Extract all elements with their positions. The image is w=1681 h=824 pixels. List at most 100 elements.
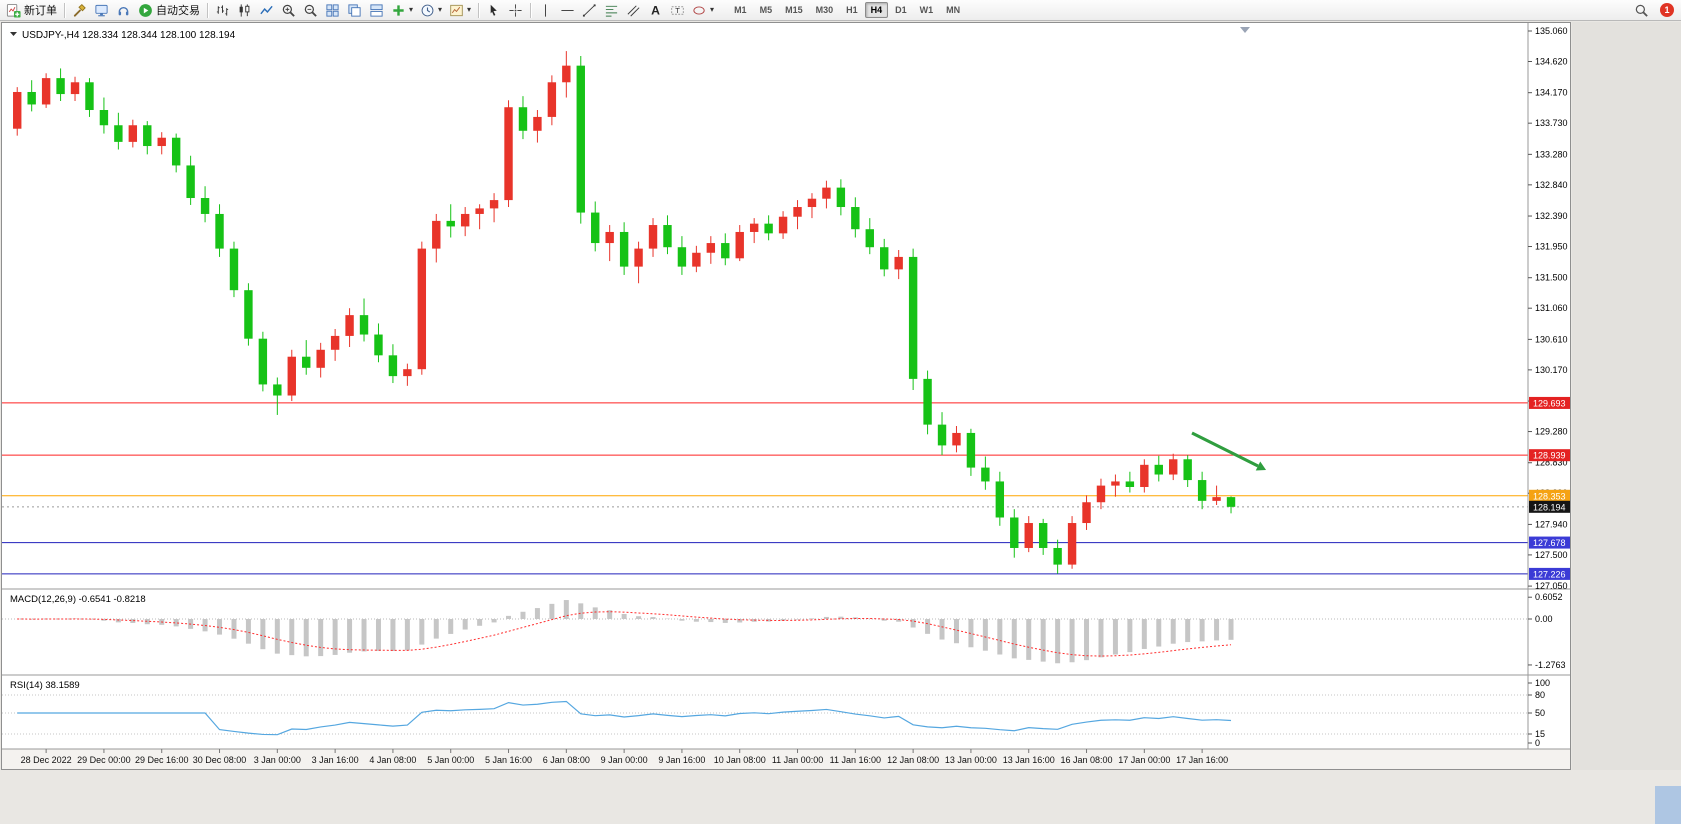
zoom-in-icon	[282, 4, 295, 17]
timeframe-m30-button[interactable]: M30	[810, 2, 840, 18]
shapes-icon	[693, 5, 705, 15]
main-toolbar: 新订单 自动交易 ▾ ▾ ▾ A T ▾ M1 M5 M15 M30 H1 H4 D1 W1 M…	[0, 0, 1681, 21]
fibonacci-icon	[605, 5, 618, 17]
price-badge: 127.678	[1529, 536, 1570, 549]
price-badge: 128.353	[1529, 489, 1570, 502]
svg-text:134.620: 134.620	[1535, 56, 1568, 66]
svg-text:129.693: 129.693	[1533, 398, 1566, 408]
chart-shift-marker[interactable]	[1240, 27, 1250, 33]
svg-text:80: 80	[1535, 690, 1545, 700]
svg-text:131.500: 131.500	[1535, 273, 1568, 283]
chart-canvas[interactable]: 135.060 134.620 134.170 133.730 133.280 132.8…	[2, 23, 1570, 769]
timeframe-d1-button[interactable]: D1	[889, 2, 913, 18]
chevron-down-icon: ▾	[438, 5, 443, 14]
expert-advisors-button[interactable]	[91, 1, 112, 20]
svg-text:13 Jan 16:00: 13 Jan 16:00	[1003, 755, 1055, 765]
tools-button[interactable]	[69, 1, 90, 20]
horizontal-line-icon	[561, 9, 574, 11]
svg-text:3 Jan 00:00: 3 Jan 00:00	[254, 755, 301, 765]
svg-text:128.939: 128.939	[1533, 451, 1566, 461]
new-order-label: 新订单	[24, 5, 57, 17]
timeframe-w1-button[interactable]: W1	[914, 2, 940, 18]
svg-text:13 Jan 00:00: 13 Jan 00:00	[945, 755, 997, 765]
svg-text:30 Dec 08:00: 30 Dec 08:00	[193, 755, 247, 765]
text-label-icon: T	[671, 6, 684, 15]
svg-text:10 Jan 08:00: 10 Jan 08:00	[714, 755, 766, 765]
timeframe-mn-button[interactable]: MN	[940, 2, 966, 18]
search-icon	[1635, 4, 1648, 17]
svg-text:-1.2763: -1.2763	[1535, 660, 1566, 670]
chart-plot-area[interactable]	[2, 23, 1528, 589]
window-bottom-strip	[0, 770, 1681, 824]
cascade-windows-icon	[348, 3, 361, 17]
svg-text:133.280: 133.280	[1535, 149, 1568, 159]
trendline-button[interactable]	[579, 1, 600, 20]
svg-text:28 Dec 2022: 28 Dec 2022	[21, 755, 72, 765]
cascade-windows-button[interactable]	[344, 1, 365, 20]
timeframe-h4-button[interactable]: H4	[864, 2, 889, 18]
svg-text:9 Jan 00:00: 9 Jan 00:00	[601, 755, 648, 765]
crosshair-button[interactable]	[505, 1, 526, 20]
auto-trading-button[interactable]: 自动交易	[135, 1, 203, 20]
add-chart-button[interactable]: ▾	[388, 1, 416, 20]
zoom-out-button[interactable]	[300, 1, 321, 20]
channel-button[interactable]	[623, 1, 644, 20]
svg-text:130.170: 130.170	[1535, 365, 1568, 375]
svg-text:134.170: 134.170	[1535, 88, 1568, 98]
chart-dropdown-marker[interactable]	[10, 32, 17, 36]
svg-text:0.00: 0.00	[1535, 614, 1553, 624]
toolbar-right-group: 1	[1631, 1, 1678, 20]
templates-button[interactable]: ▾	[446, 1, 474, 20]
timeframe-m1-button[interactable]: M1	[728, 2, 753, 18]
svg-text:0.6052: 0.6052	[1535, 592, 1563, 602]
chevron-down-icon: ▾	[409, 5, 414, 14]
svg-text:133.730: 133.730	[1535, 118, 1568, 128]
time-axis-strip[interactable]	[2, 749, 1570, 769]
signals-button[interactable]	[113, 1, 134, 20]
fibonacci-button[interactable]	[601, 1, 622, 20]
chart-window: 135.060 134.620 134.170 133.730 133.280 132.8…	[1, 22, 1571, 770]
tile-windows-button[interactable]	[322, 1, 343, 20]
notification-badge[interactable]: 1	[1660, 3, 1674, 17]
horizontal-line-button[interactable]	[557, 1, 578, 20]
bar-chart-button[interactable]	[212, 1, 233, 20]
horizontal-lines[interactable]	[2, 402, 1528, 575]
svg-text:127.050: 127.050	[1535, 581, 1568, 591]
timeframe-m5-button[interactable]: M5	[754, 2, 779, 18]
svg-text:128.353: 128.353	[1533, 491, 1566, 501]
chart-title: USDJPY-,H4 128.334 128.344 128.100 128.1…	[22, 30, 236, 41]
svg-text:A: A	[651, 3, 660, 17]
text-label-button[interactable]: T	[667, 1, 688, 20]
price-badge: 128.939	[1529, 449, 1570, 462]
new-order-button[interactable]: 新订单	[3, 1, 60, 20]
periods-button[interactable]: ▾	[417, 1, 445, 20]
candlestick-chart-button[interactable]	[234, 1, 255, 20]
time-axis[interactable]: 28 Dec 2022 29 Dec 00:00 29 Dec 16:00 30 De…	[21, 749, 1229, 765]
line-chart-button[interactable]	[256, 1, 277, 20]
svg-text:5 Jan 16:00: 5 Jan 16:00	[485, 755, 532, 765]
svg-text:12 Jan 08:00: 12 Jan 08:00	[887, 755, 939, 765]
timeframe-h1-button[interactable]: H1	[840, 2, 864, 18]
svg-text:131.060: 131.060	[1535, 303, 1568, 313]
arrange-windows-button[interactable]	[366, 1, 387, 20]
svg-text:131.950: 131.950	[1535, 242, 1568, 252]
cursor-button[interactable]	[483, 1, 504, 20]
svg-text:17 Jan 16:00: 17 Jan 16:00	[1176, 755, 1228, 765]
trendline-icon	[582, 3, 596, 17]
svg-text:0: 0	[1535, 738, 1540, 748]
svg-text:16 Jan 08:00: 16 Jan 08:00	[1061, 755, 1113, 765]
trend-arrow[interactable]	[1191, 431, 1267, 471]
timeframe-m15-button[interactable]: M15	[779, 2, 809, 18]
auto-trading-label: 自动交易	[156, 5, 200, 17]
template-icon	[450, 4, 463, 16]
candlestick-chart-icon	[239, 3, 250, 17]
shapes-button[interactable]: ▾	[689, 1, 717, 20]
autotrade-play-icon	[139, 3, 152, 17]
vertical-line-button[interactable]	[535, 1, 556, 20]
svg-text:17 Jan 00:00: 17 Jan 00:00	[1118, 755, 1170, 765]
text-button[interactable]: A	[645, 1, 666, 20]
svg-text:T: T	[675, 6, 680, 15]
svg-text:128.194: 128.194	[1533, 502, 1566, 512]
zoom-in-button[interactable]	[278, 1, 299, 20]
search-button[interactable]	[1631, 1, 1652, 20]
